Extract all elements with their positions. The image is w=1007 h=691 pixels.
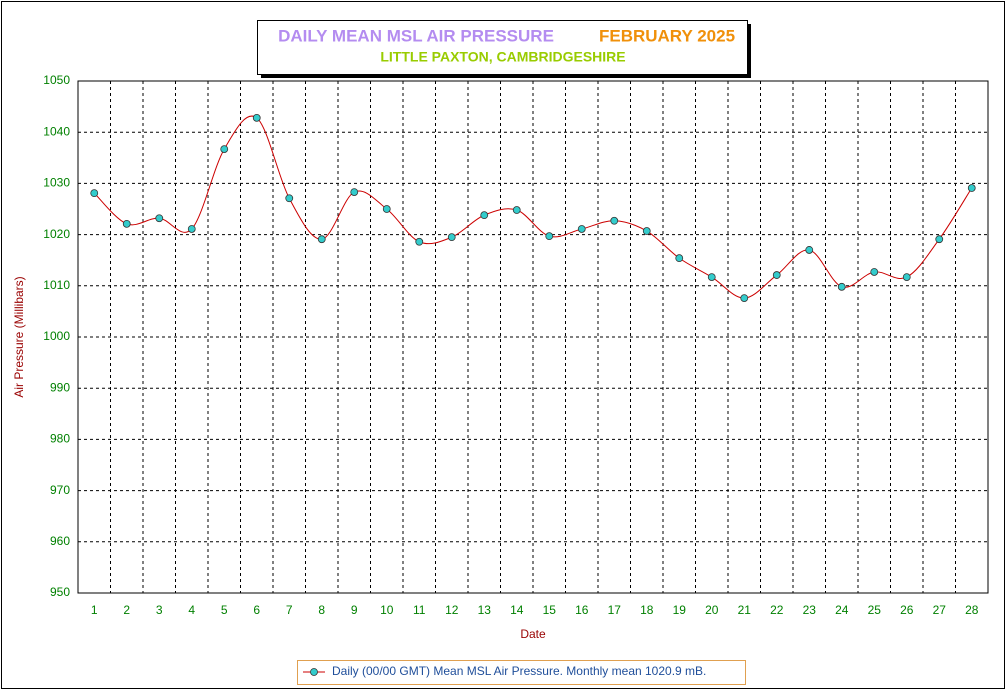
x-tick-label: 11 (413, 603, 426, 617)
data-point (642, 227, 651, 235)
x-tick-label: 27 (933, 603, 947, 617)
y-tick-label: 970 (50, 483, 70, 497)
data-point (902, 273, 911, 281)
x-tick-label: 8 (318, 603, 325, 617)
data-point (805, 246, 814, 254)
data-point (220, 145, 229, 153)
x-tick-label: 25 (868, 603, 882, 617)
y-tick-label: 1020 (43, 227, 70, 241)
data-point (415, 237, 424, 246)
x-tick-label: 2 (123, 603, 130, 617)
legend-marker (310, 668, 318, 676)
x-tick-label: 3 (156, 603, 163, 617)
data-point (155, 214, 164, 223)
data-point (285, 194, 294, 203)
x-tick-label: 12 (445, 603, 459, 617)
x-tick-label: 1 (91, 603, 98, 617)
x-tick-label: 28 (965, 603, 979, 617)
data-point (772, 271, 781, 279)
data-point (967, 184, 976, 192)
x-tick-label: 13 (478, 603, 492, 617)
chart-period: FEBRUARY 2025 (599, 26, 735, 45)
data-point (480, 211, 489, 220)
x-tick-label: 10 (380, 603, 394, 617)
data-point (837, 282, 846, 291)
data-point (512, 206, 521, 214)
data-point (382, 205, 391, 213)
data-point (610, 216, 619, 225)
x-tick-label: 5 (221, 603, 228, 617)
y-tick-label: 950 (50, 585, 70, 599)
chart-title: DAILY MEAN MSL AIR PRESSURE (278, 26, 554, 45)
x-axis-label: Date (520, 627, 546, 641)
y-tick-label: 1030 (43, 176, 70, 190)
x-tick-label: 6 (253, 603, 260, 617)
y-tick-label: 1040 (43, 124, 70, 138)
y-tick-label: 990 (50, 380, 70, 394)
y-tick-label: 1000 (43, 329, 70, 343)
legend-box (297, 660, 746, 685)
y-tick-label: 1010 (43, 278, 70, 292)
y-axis-label: Air Pressure (Millibars) (12, 276, 26, 397)
plot-area (78, 81, 988, 593)
data-point (350, 188, 359, 197)
x-tick-label: 17 (608, 603, 622, 617)
chart-subtitle: LITTLE PAXTON, CAMBRIDGESHIRE (380, 49, 625, 65)
data-point (707, 273, 716, 281)
data-point (935, 235, 944, 244)
data-point (545, 232, 554, 241)
series-line (93, 115, 973, 299)
data-point (252, 113, 261, 122)
x-tick-label: 18 (640, 603, 654, 617)
data-point (317, 235, 326, 244)
x-tick-label: 20 (705, 603, 719, 617)
x-tick-label: 15 (543, 603, 557, 617)
y-tick-label: 980 (50, 432, 70, 446)
data-point (577, 225, 586, 233)
x-tick-label: 26 (900, 603, 914, 617)
data-point (122, 219, 131, 228)
title-box (257, 20, 748, 75)
x-tick-label: 21 (738, 603, 752, 617)
data-point (740, 294, 749, 302)
data-point (870, 268, 879, 276)
x-tick-label: 23 (803, 603, 817, 617)
data-point (447, 233, 456, 242)
y-tick-label: 1050 (43, 73, 70, 87)
x-tick-label: 16 (575, 603, 589, 617)
x-tick-label: 24 (835, 603, 849, 617)
x-tick-label: 7 (286, 603, 293, 617)
x-tick-label: 4 (188, 603, 195, 617)
legend-label: Daily (00/00 GMT) Mean MSL Air Pressure.… (332, 664, 706, 678)
plot-border (77, 80, 989, 594)
x-tick-label: 22 (770, 603, 784, 617)
data-point (187, 225, 196, 233)
x-tick-label: 9 (351, 603, 358, 617)
data-point (90, 189, 99, 198)
data-point (675, 254, 684, 263)
x-tick-label: 19 (673, 603, 687, 617)
x-tick-label: 14 (510, 603, 524, 617)
y-tick-label: 960 (50, 534, 70, 548)
